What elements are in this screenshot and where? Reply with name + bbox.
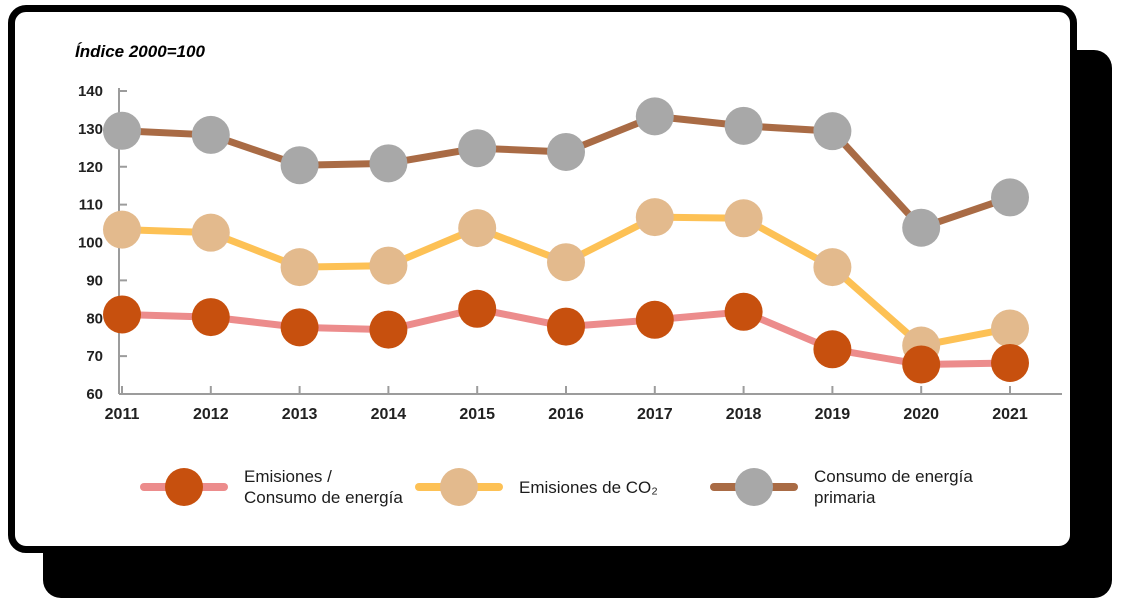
legend-label-line: Consumo de energía (244, 488, 403, 507)
legend-marker-icon (710, 468, 798, 506)
legend-marker-icon (140, 468, 228, 506)
legend-item-emisiones-consumo: Emisiones / Consumo de energía (140, 460, 403, 514)
legend-dot-swatch (735, 468, 773, 506)
chart-title: Índice 2000=100 (75, 42, 205, 61)
legend-label-line: Emisiones de CO₂ (519, 477, 658, 497)
legend-label-line: Consumo de energía (814, 467, 973, 486)
legend-item-consumo-primaria: Consumo de energía primaria (710, 460, 973, 514)
legend-dot-swatch (165, 468, 203, 506)
legend-label: Emisiones de CO₂ (519, 477, 658, 498)
legend-label: Emisiones / Consumo de energía (244, 466, 403, 508)
legend-label-line: primaria (814, 488, 876, 507)
legend-marker-icon (415, 468, 503, 506)
legend-label-line: Emisiones / (244, 467, 332, 486)
legend-dot-swatch (440, 468, 478, 506)
legend-item-emisiones-co2: Emisiones de CO₂ (415, 460, 658, 514)
legend-label: Consumo de energía primaria (814, 466, 973, 508)
